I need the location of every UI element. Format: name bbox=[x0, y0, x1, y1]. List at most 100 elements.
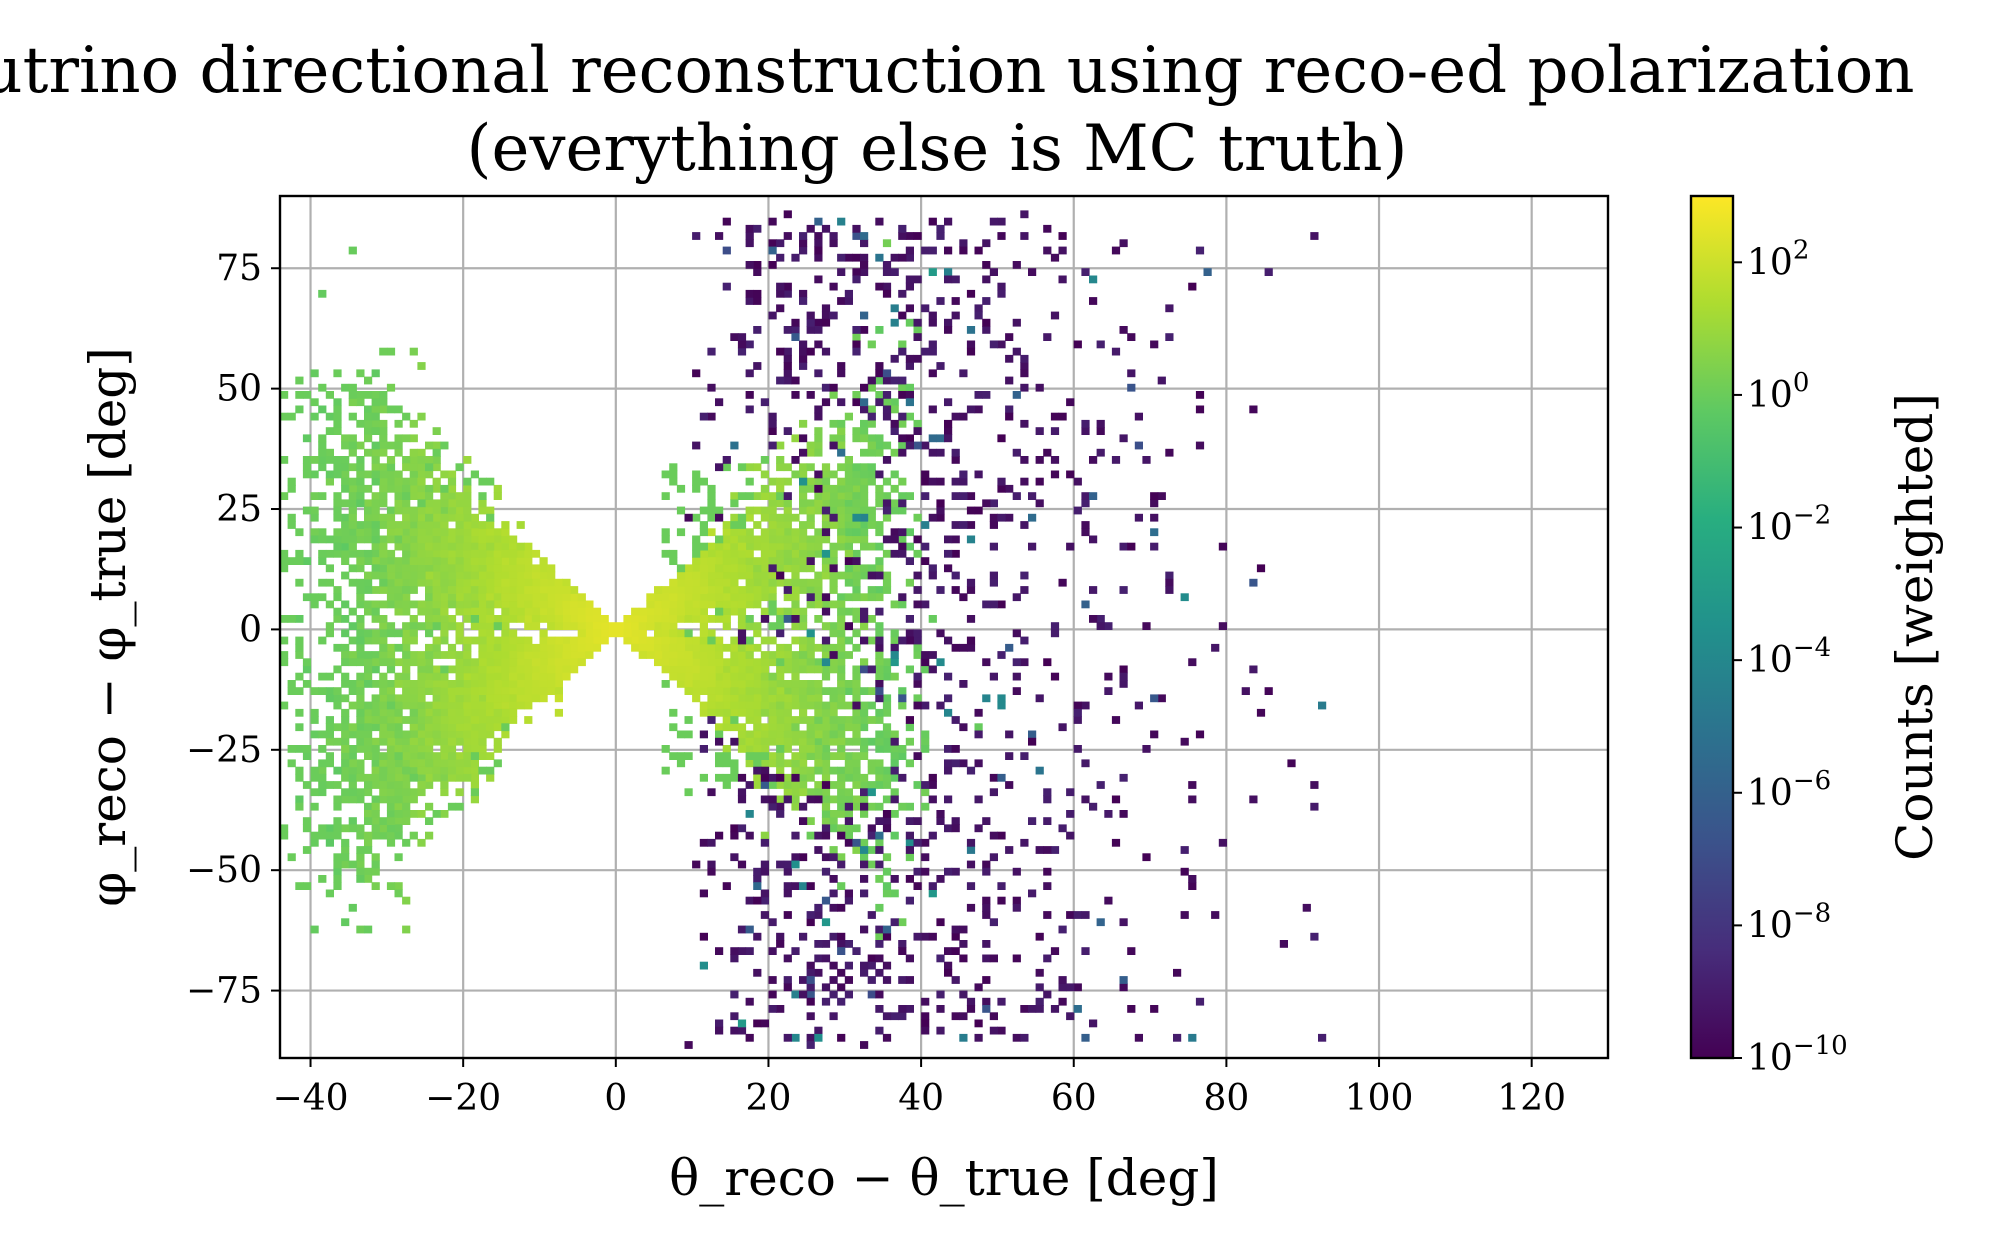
heatmap-cell bbox=[1050, 629, 1060, 638]
heatmap-cell bbox=[447, 680, 457, 688]
heatmap-cell bbox=[470, 723, 479, 732]
heatmap-cell bbox=[699, 932, 708, 941]
heatmap-cell bbox=[944, 708, 953, 717]
heatmap-cell bbox=[814, 911, 823, 919]
heatmap-cell bbox=[867, 976, 876, 984]
heatmap-cell bbox=[1119, 672, 1128, 681]
heatmap-cell bbox=[425, 723, 434, 732]
heatmap-cell bbox=[493, 593, 502, 602]
heatmap-cell bbox=[470, 788, 479, 797]
heatmap-cell bbox=[944, 968, 953, 977]
heatmap-cell bbox=[302, 824, 312, 833]
heatmap-cell bbox=[745, 759, 754, 768]
heatmap-cell bbox=[852, 947, 861, 955]
heatmap-cell bbox=[806, 687, 815, 695]
heatmap-cell bbox=[722, 535, 731, 544]
heatmap-cell bbox=[562, 593, 571, 602]
heatmap-cell bbox=[944, 268, 953, 276]
heatmap-cell bbox=[509, 593, 518, 602]
heatmap-cell bbox=[699, 730, 708, 739]
heatmap-cell bbox=[852, 477, 861, 486]
heatmap-cell bbox=[936, 232, 945, 240]
heatmap-cell bbox=[1134, 701, 1143, 710]
heatmap-cell bbox=[577, 658, 586, 667]
heatmap-cell bbox=[913, 535, 922, 544]
heatmap-cell bbox=[402, 773, 411, 782]
heatmap-cell bbox=[875, 766, 884, 775]
heatmap-cell bbox=[844, 593, 853, 602]
heatmap-cell bbox=[570, 586, 579, 594]
heatmap-cell bbox=[394, 882, 403, 890]
heatmap-cell bbox=[684, 629, 693, 638]
heatmap-cell bbox=[516, 593, 525, 602]
heatmap-cell bbox=[799, 448, 808, 457]
heatmap-cell bbox=[905, 318, 914, 327]
heatmap-cell bbox=[676, 672, 686, 681]
heatmap-cell bbox=[577, 629, 586, 638]
heatmap-cell bbox=[1058, 232, 1067, 240]
heatmap-cell bbox=[333, 528, 342, 537]
heatmap-cell bbox=[310, 593, 319, 602]
heatmap-cell bbox=[913, 333, 922, 341]
heatmap-cell bbox=[592, 607, 602, 616]
heatmap-cell bbox=[692, 643, 701, 652]
heatmap-cell bbox=[844, 636, 853, 645]
heatmap-cell bbox=[325, 838, 334, 847]
heatmap-cell bbox=[852, 340, 861, 349]
heatmap-cell bbox=[501, 708, 510, 717]
heatmap-cell bbox=[409, 723, 418, 732]
heatmap-cell bbox=[722, 672, 731, 681]
heatmap-cell bbox=[760, 578, 769, 587]
heatmap-cell bbox=[539, 557, 548, 565]
heatmap-cell bbox=[409, 535, 418, 544]
heatmap-cell bbox=[432, 557, 441, 565]
heatmap-cell bbox=[707, 643, 716, 652]
heatmap-cell bbox=[425, 549, 434, 558]
heatmap-cell bbox=[783, 564, 792, 573]
heatmap-cell bbox=[402, 896, 411, 905]
heatmap-cell bbox=[791, 680, 800, 688]
heatmap-cell bbox=[447, 564, 457, 573]
heatmap-cell bbox=[486, 636, 495, 645]
heatmap-cell bbox=[928, 564, 937, 573]
heatmap-cell bbox=[1081, 499, 1090, 508]
heatmap-cell bbox=[821, 600, 831, 609]
heatmap-cell bbox=[310, 802, 319, 811]
heatmap-cell bbox=[745, 622, 754, 630]
heatmap-cell bbox=[806, 745, 815, 753]
heatmap-cell bbox=[936, 448, 945, 457]
heatmap-cell bbox=[486, 651, 495, 659]
heatmap-cell bbox=[966, 535, 976, 544]
heatmap-cell bbox=[921, 441, 930, 450]
heatmap-cell bbox=[409, 456, 418, 464]
heatmap-cell bbox=[364, 846, 373, 854]
heatmap-cell bbox=[287, 513, 296, 522]
heatmap-cell bbox=[860, 860, 869, 869]
heatmap-cell bbox=[882, 925, 892, 934]
heatmap-cell bbox=[1058, 983, 1067, 992]
heatmap-cell bbox=[371, 853, 380, 862]
heatmap-cell bbox=[493, 716, 502, 724]
heatmap-cell bbox=[501, 600, 510, 609]
heatmap-cell bbox=[707, 658, 716, 667]
heatmap-cell bbox=[730, 586, 739, 594]
heatmap-cell bbox=[768, 217, 777, 226]
heatmap-cell bbox=[959, 643, 968, 652]
heatmap-cell bbox=[356, 658, 365, 667]
heatmap-cell bbox=[486, 687, 495, 695]
heatmap-cell bbox=[814, 326, 823, 334]
heatmap-cell bbox=[364, 427, 373, 435]
heatmap-cell bbox=[890, 376, 899, 385]
heatmap-cell bbox=[1020, 571, 1029, 580]
heatmap-cell bbox=[829, 737, 838, 746]
heatmap-cell bbox=[837, 499, 846, 508]
heatmap-cell bbox=[478, 687, 487, 695]
heatmap-cell bbox=[814, 578, 823, 587]
heatmap-cell bbox=[913, 513, 922, 522]
heatmap-cell bbox=[753, 665, 762, 674]
heatmap-cell bbox=[661, 615, 670, 623]
heatmap-cell bbox=[928, 882, 937, 890]
heatmap-cell bbox=[1134, 412, 1143, 421]
heatmap-cell bbox=[898, 347, 907, 356]
